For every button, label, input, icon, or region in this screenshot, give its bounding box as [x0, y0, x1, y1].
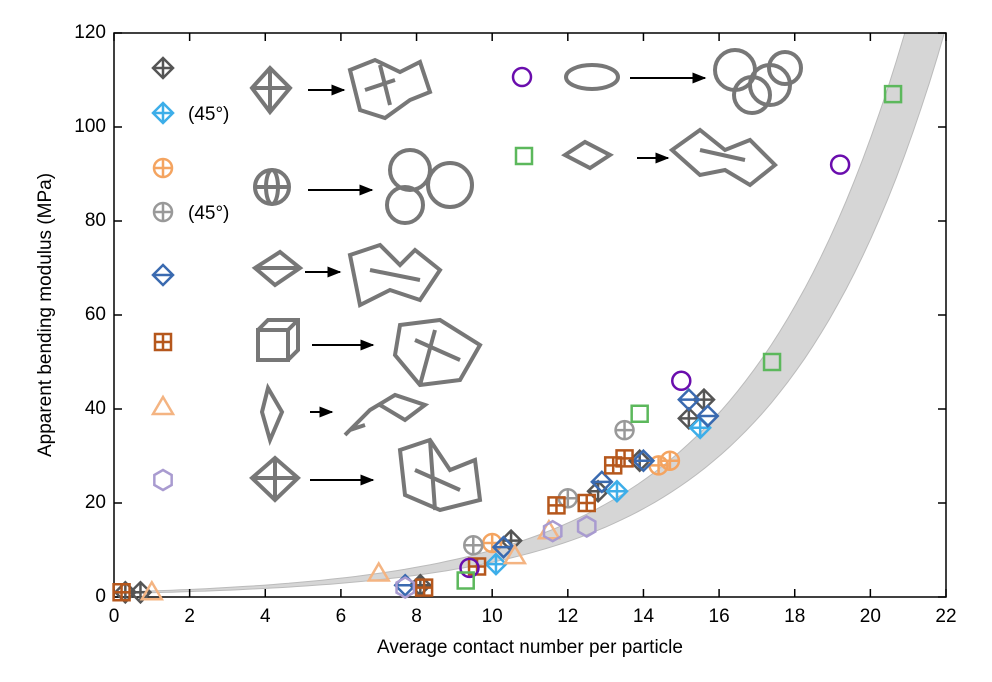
x-tick-label: 14 [633, 606, 655, 627]
particle-illustrations [249, 48, 803, 513]
point [456, 571, 475, 590]
marker-shape [414, 578, 434, 597]
legend-marker [152, 157, 174, 179]
point [463, 535, 484, 556]
legend-marker [153, 332, 173, 352]
point [762, 352, 782, 372]
marker-shape [547, 496, 566, 515]
marker-shape [366, 561, 391, 582]
point [605, 479, 629, 504]
point [112, 583, 131, 602]
point [677, 387, 701, 412]
y-tick-label: 100 [74, 116, 106, 137]
marker-shape [139, 579, 165, 601]
point [590, 470, 614, 494]
point [139, 579, 165, 601]
marker-shape [829, 154, 851, 175]
marker-shape [630, 404, 649, 423]
marker-shape [491, 535, 516, 559]
point [576, 515, 597, 538]
point [542, 519, 563, 543]
y-tick-label: 60 [85, 304, 106, 325]
legend-label: (45°) [188, 104, 229, 125]
point [484, 552, 508, 576]
point [586, 479, 610, 504]
point [695, 404, 720, 428]
y-tick-label: 20 [85, 492, 106, 513]
legend-marker [151, 101, 175, 125]
legend-label: (45°) [188, 203, 229, 224]
marker-shape [153, 468, 173, 492]
legend-marker [151, 263, 175, 287]
point [671, 370, 692, 392]
point [677, 406, 701, 431]
point [631, 448, 656, 473]
x-tick-label: 4 [260, 606, 271, 627]
marker-shape [456, 571, 475, 590]
x-tick-label: 0 [109, 606, 120, 627]
point [395, 576, 416, 600]
marker-shape [695, 404, 720, 428]
legend-marker [151, 56, 175, 80]
marker-shape [762, 352, 782, 372]
point [614, 419, 635, 441]
marker-shape [576, 515, 597, 538]
marker-shape [577, 493, 596, 513]
marker-shape [153, 332, 173, 352]
marker-shape [467, 557, 487, 576]
x-tick-label: 16 [709, 606, 730, 627]
y-tick-label: 80 [85, 210, 106, 231]
marker-shape [883, 84, 903, 104]
y-tick-label: 40 [85, 398, 106, 419]
marker-shape [615, 449, 634, 468]
x-tick-label: 6 [336, 606, 347, 627]
x-tick-label: 20 [860, 606, 881, 627]
x-tick-label: 2 [184, 606, 195, 627]
point [414, 578, 434, 597]
point [459, 557, 480, 579]
marker-shape [502, 543, 528, 565]
x-axis-label: Average contact number per particle [377, 637, 683, 658]
marker-shape [112, 583, 131, 602]
legend-marker [150, 394, 176, 416]
marker-shape [151, 263, 175, 287]
marker-shape [395, 576, 416, 600]
marker-shape [631, 448, 656, 473]
marker-shape [459, 557, 480, 579]
point [547, 496, 566, 515]
legend-marker [152, 201, 174, 223]
point [883, 84, 903, 104]
point [491, 535, 516, 559]
marker-shape [542, 519, 563, 543]
point [615, 449, 634, 468]
legend-marker [514, 146, 534, 166]
point [366, 561, 391, 582]
point [502, 543, 528, 565]
point [577, 493, 596, 513]
y-axis-label: Apparent bending modulus (MPa) [35, 173, 56, 457]
x-tick-label: 18 [784, 606, 805, 627]
point [630, 404, 649, 423]
y-tick-label: 0 [95, 586, 106, 607]
marker-shape [671, 370, 692, 392]
legend-marker [153, 468, 173, 492]
legend-marker [511, 66, 533, 88]
x-tick-label: 8 [411, 606, 422, 627]
x-tick-label: 12 [557, 606, 578, 627]
marker-shape [677, 387, 701, 412]
x-tick-label: 22 [935, 606, 956, 627]
point [829, 154, 851, 175]
marker-shape [514, 146, 534, 166]
marker-shape [590, 470, 614, 494]
point [659, 450, 681, 471]
marker-shape [511, 66, 533, 88]
marker-shape [150, 394, 176, 416]
fit-band [114, 33, 945, 595]
y-tick-label: 120 [74, 22, 106, 43]
x-tick-label: 10 [482, 606, 503, 627]
